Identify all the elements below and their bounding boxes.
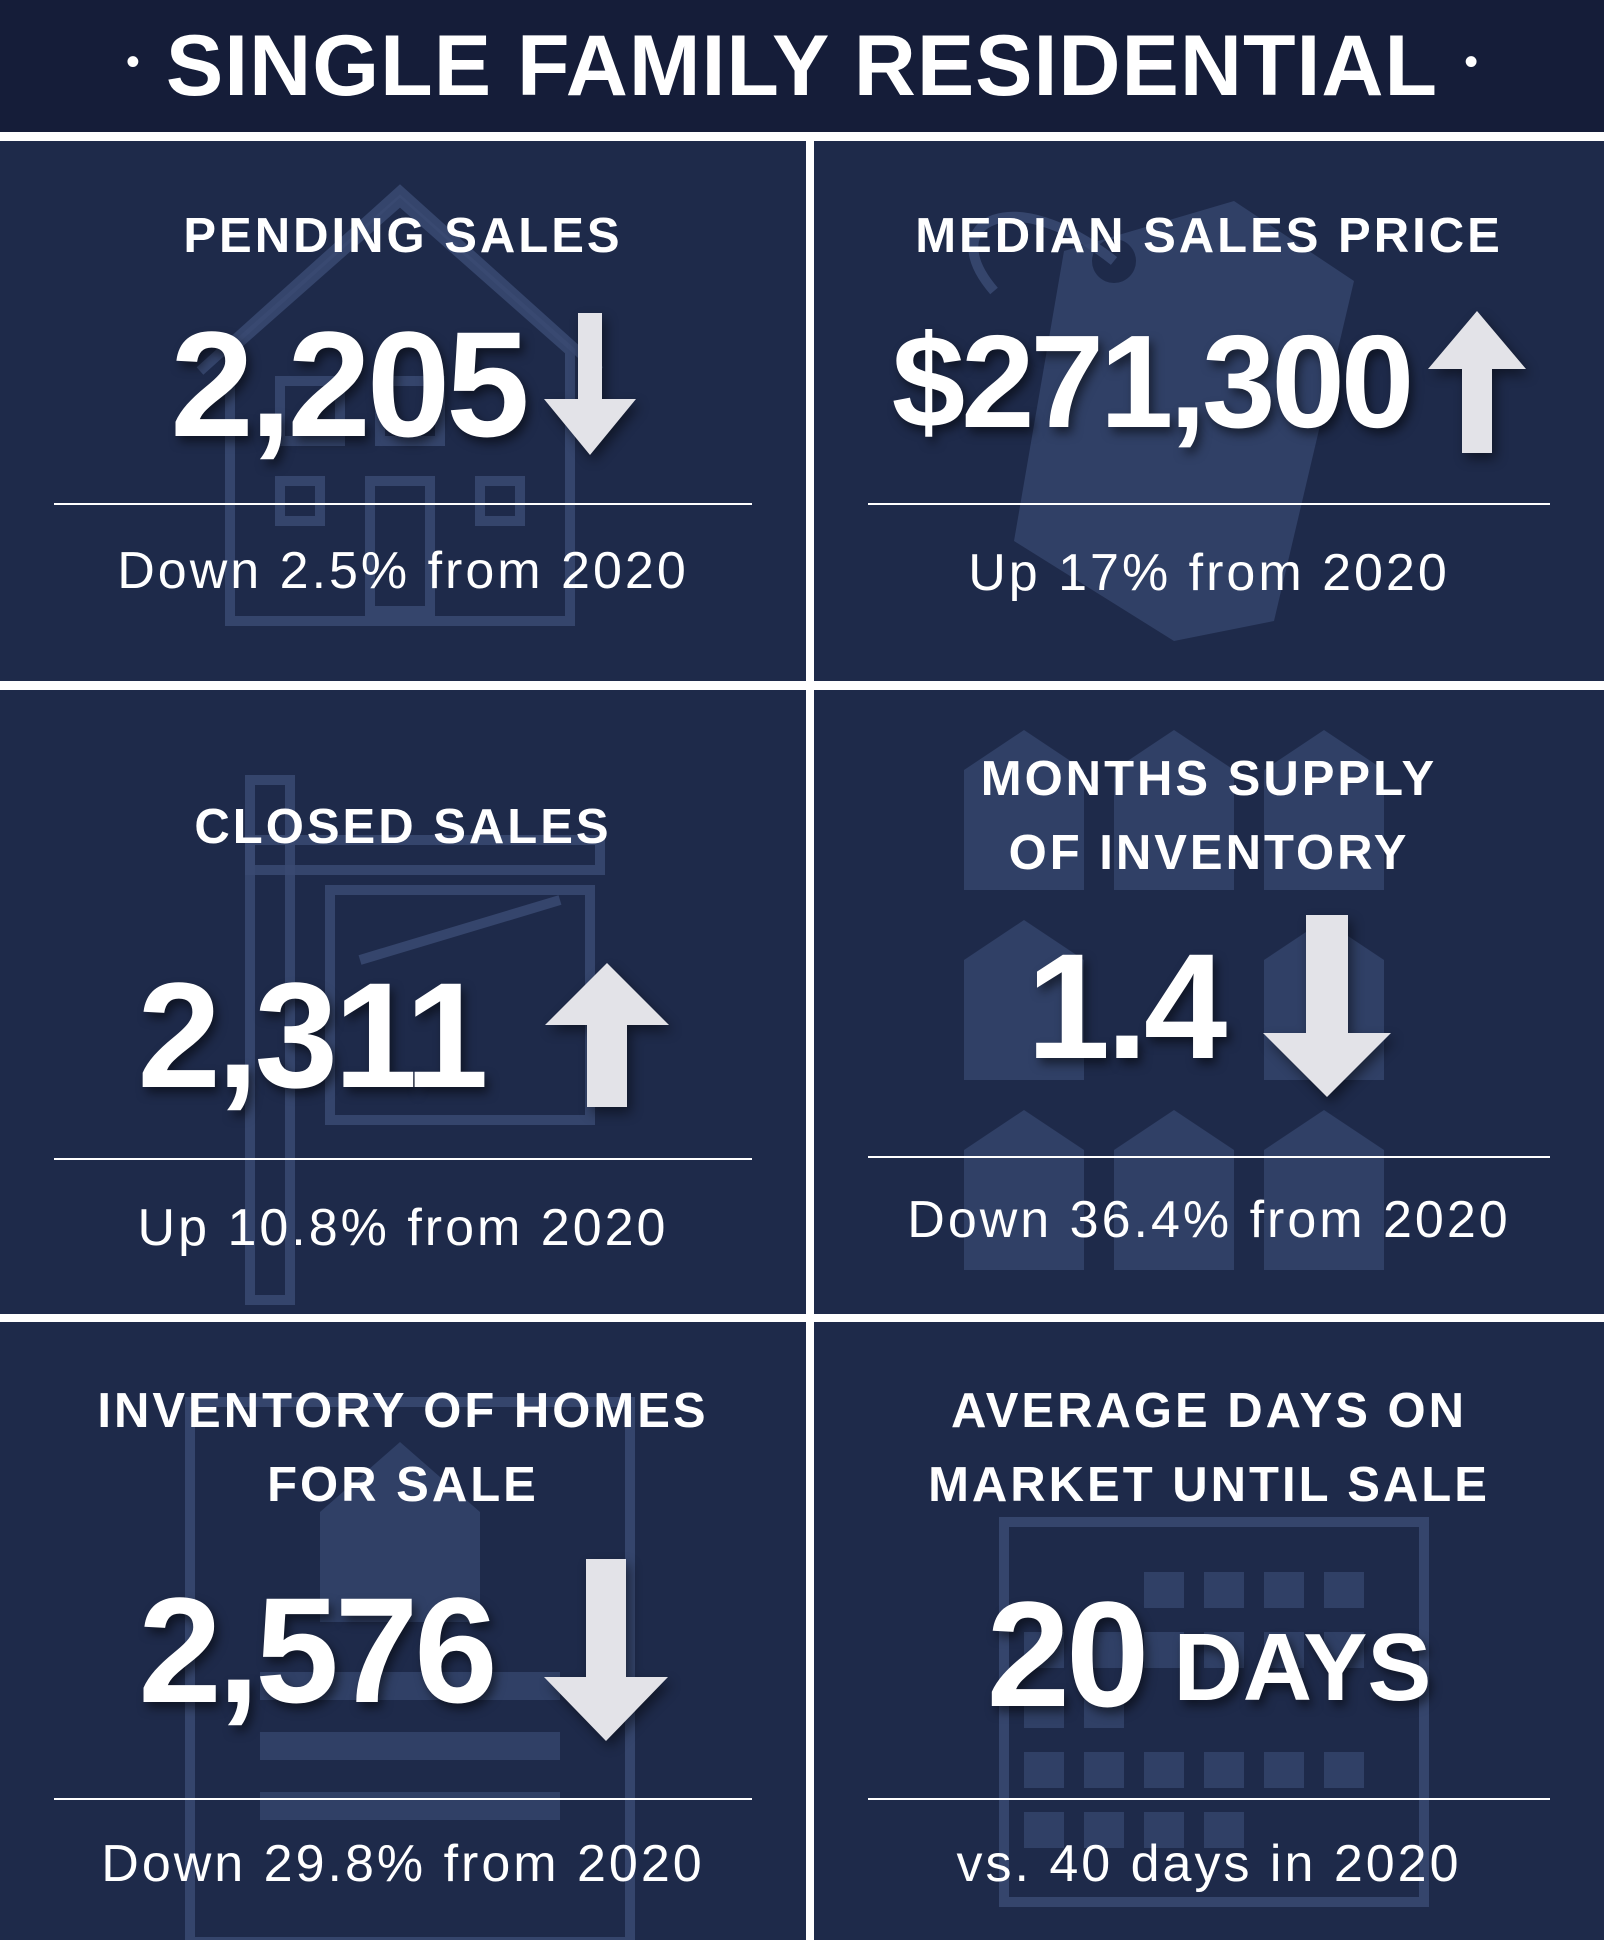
value-row-avg-days: 20 DAYS xyxy=(814,1574,1604,1734)
arrow-up-icon xyxy=(1428,311,1527,453)
label-avg-days-line2: MARKET UNTIL SALE xyxy=(928,1458,1490,1512)
value-pending-sales: 2,205 xyxy=(170,300,529,468)
label-pending-sales: PENDING SALES xyxy=(183,209,623,263)
change-months-supply: Down 36.4% from 2020 xyxy=(907,1191,1511,1249)
change-pending-sales: Down 2.5% from 2020 xyxy=(117,542,689,600)
change-closed-sales: Up 10.8% from 2020 xyxy=(137,1199,669,1257)
label-inventory-line1: INVENTORY OF HOMES xyxy=(97,1384,709,1438)
label-months-supply: MONTHS SUPPLY OF INVENTORY xyxy=(814,742,1604,890)
value-row-pending-sales: 2,205 xyxy=(0,309,806,459)
tile-closed-sales: CLOSED SALES 2,311 Up 10.8% from 2020 xyxy=(0,690,806,1314)
value-closed-sales: 2,311 xyxy=(137,951,488,1119)
header-banner: • SINGLE FAMILY RESIDENTIAL • xyxy=(0,0,1604,132)
label-median-sales-price: MEDIAN SALES PRICE xyxy=(915,209,1503,263)
arrow-down-icon xyxy=(543,313,636,455)
change-inventory: Down 29.8% from 2020 xyxy=(101,1835,705,1893)
tile-avg-days: AVERAGE DAYS ON MARKET UNTIL SALE 20 DAY… xyxy=(814,1322,1604,1940)
tile-months-supply: MONTHS SUPPLY OF INVENTORY 1.4 Down 36.4… xyxy=(814,690,1604,1314)
arrow-up-icon xyxy=(544,963,669,1107)
value-months-supply: 1.4 xyxy=(1026,922,1228,1090)
divider xyxy=(54,1158,752,1160)
page-title: SINGLE FAMILY RESIDENTIAL xyxy=(165,17,1439,114)
label-closed-sales: CLOSED SALES xyxy=(194,800,612,854)
label-avg-days-line1: AVERAGE DAYS ON xyxy=(950,1384,1468,1438)
value-row-months-supply: 1.4 xyxy=(814,915,1604,1097)
tile-inventory: INVENTORY OF HOMES FOR SALE 2,576 Down 2… xyxy=(0,1322,806,1940)
value-avg-days: 20 xyxy=(986,1570,1150,1738)
bullet-left: • xyxy=(125,39,140,84)
value-row-inventory: 2,576 xyxy=(0,1559,806,1741)
label-months-supply-line2: OF INVENTORY xyxy=(1008,826,1410,880)
bullet-right: • xyxy=(1464,39,1479,84)
divider xyxy=(54,1798,752,1800)
calendar-icon xyxy=(999,1517,1429,1907)
unit-avg-days: DAYS xyxy=(1173,1614,1432,1721)
label-months-supply-line1: MONTHS SUPPLY xyxy=(980,752,1438,806)
tile-pending-sales: PENDING SALES 2,205 Down 2.5% from 2020 xyxy=(0,141,806,681)
divider xyxy=(54,503,752,505)
label-avg-days: AVERAGE DAYS ON MARKET UNTIL SALE xyxy=(814,1374,1604,1522)
value-inventory: 2,576 xyxy=(138,1566,497,1734)
divider xyxy=(868,1798,1550,1800)
divider xyxy=(868,1156,1550,1158)
house-icon xyxy=(196,184,604,626)
value-row-closed-sales: 2,311 xyxy=(0,960,806,1110)
arrow-down-icon xyxy=(543,1559,668,1741)
divider xyxy=(868,503,1550,505)
change-median-sales-price: Up 17% from 2020 xyxy=(968,544,1450,602)
tile-median-sales-price: MEDIAN SALES PRICE $271,300 Up 17% from … xyxy=(814,141,1604,681)
listing-house-icon xyxy=(185,1397,635,1940)
arrow-down-icon xyxy=(1263,915,1392,1097)
label-inventory: INVENTORY OF HOMES FOR SALE xyxy=(0,1374,806,1522)
label-inventory-line2: FOR SALE xyxy=(267,1458,539,1512)
value-median-sales-price: $271,300 xyxy=(891,308,1415,455)
price-tag-icon xyxy=(968,201,1354,641)
value-row-median-sales-price: $271,300 xyxy=(814,307,1604,457)
change-avg-days: vs. 40 days in 2020 xyxy=(956,1835,1462,1893)
